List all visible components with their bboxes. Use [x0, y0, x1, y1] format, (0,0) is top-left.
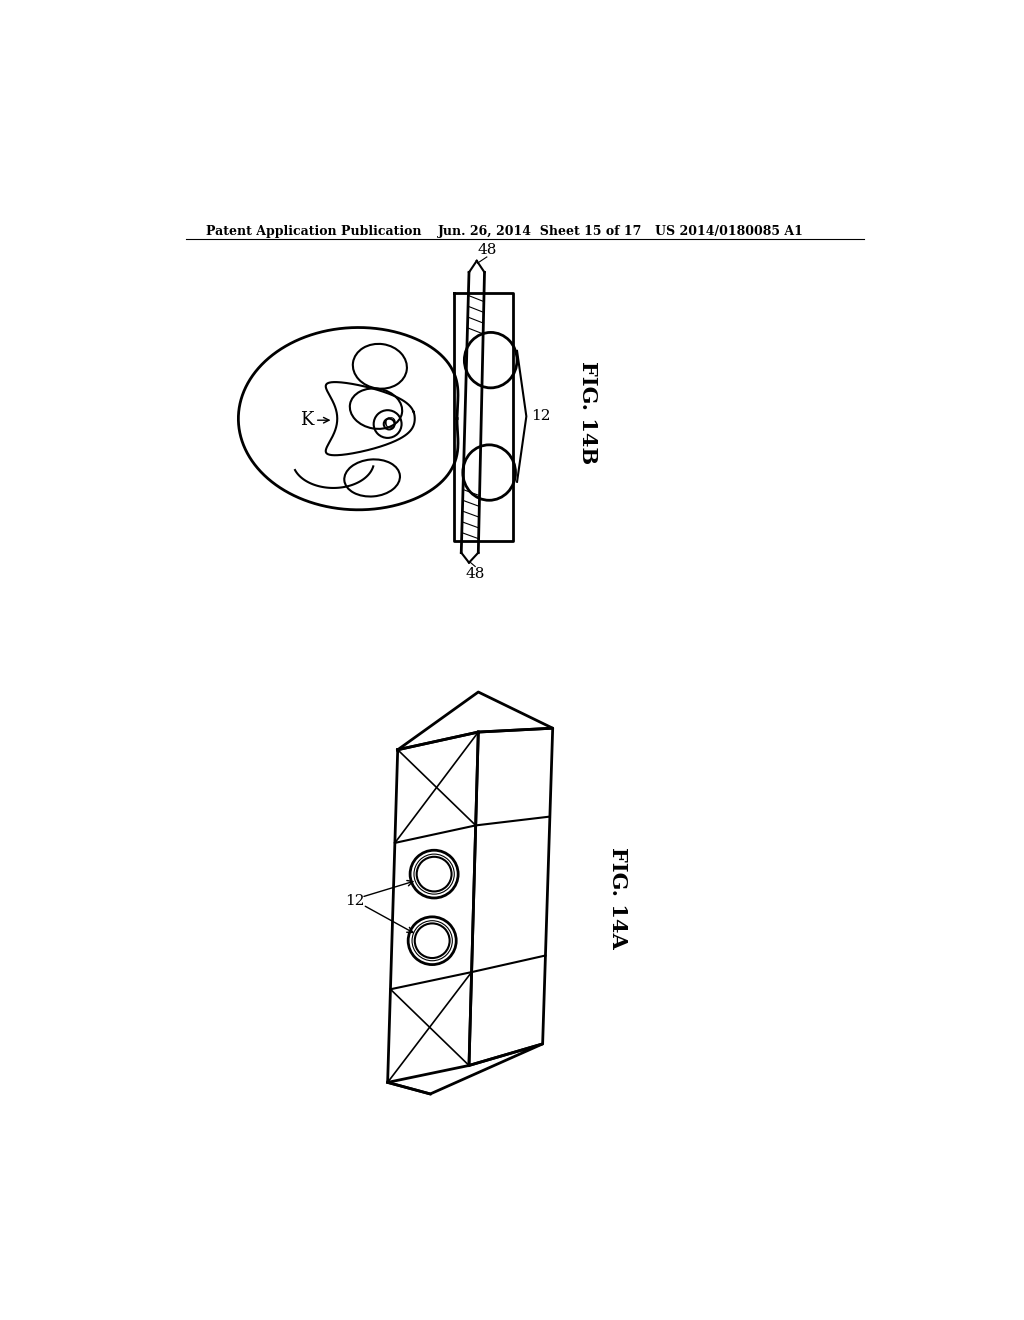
Text: FIG. 14B: FIG. 14B: [578, 360, 597, 465]
Text: 48: 48: [466, 566, 485, 581]
Text: Patent Application Publication: Patent Application Publication: [206, 224, 421, 238]
Text: 48: 48: [477, 243, 497, 257]
Text: US 2014/0180085 A1: US 2014/0180085 A1: [655, 224, 803, 238]
Text: K: K: [300, 412, 313, 429]
Text: Jun. 26, 2014  Sheet 15 of 17: Jun. 26, 2014 Sheet 15 of 17: [438, 224, 642, 238]
Text: 12: 12: [531, 409, 551, 424]
Text: FIG. 14A: FIG. 14A: [608, 846, 629, 949]
Text: O: O: [383, 417, 395, 432]
Text: 12: 12: [345, 894, 365, 908]
